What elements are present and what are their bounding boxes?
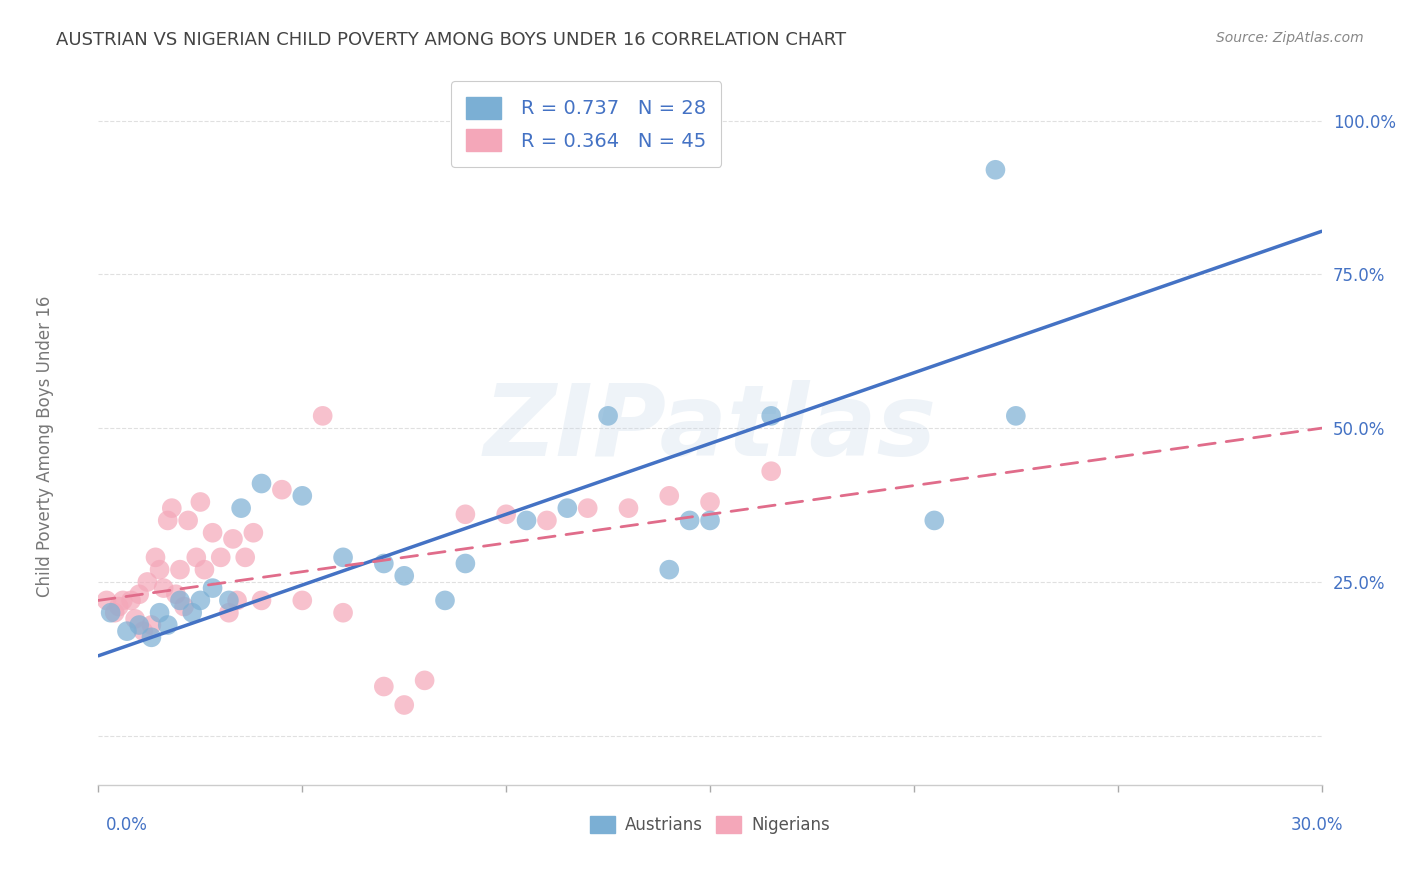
Point — [699, 495, 721, 509]
Point — [433, 593, 456, 607]
Point — [226, 593, 249, 607]
Point — [658, 563, 681, 577]
Point — [291, 489, 314, 503]
Point — [141, 618, 163, 632]
Point — [149, 563, 172, 577]
Point — [312, 409, 335, 423]
Point — [291, 593, 314, 607]
Point — [516, 513, 538, 527]
Text: Child Poverty Among Boys Under 16: Child Poverty Among Boys Under 16 — [37, 295, 53, 597]
Point — [128, 618, 150, 632]
Point — [270, 483, 294, 497]
Point — [596, 409, 619, 423]
Point — [156, 513, 179, 527]
Point — [124, 612, 146, 626]
Point — [141, 630, 163, 644]
Text: 30.0%: 30.0% — [1291, 816, 1343, 834]
Point — [922, 513, 945, 527]
Point — [186, 550, 208, 565]
Point — [218, 593, 240, 607]
Point — [165, 587, 187, 601]
Point — [177, 513, 200, 527]
Point — [173, 599, 195, 614]
Point — [132, 624, 155, 639]
Point — [332, 550, 354, 565]
Point — [984, 162, 1007, 177]
Point — [104, 606, 127, 620]
Point — [617, 501, 640, 516]
Point — [658, 489, 681, 503]
Point — [188, 593, 212, 607]
Point — [120, 593, 142, 607]
Point — [209, 550, 232, 565]
Point — [759, 464, 782, 478]
Point — [332, 606, 354, 620]
Point — [115, 624, 138, 639]
Point — [392, 698, 416, 712]
Point — [149, 606, 172, 620]
Point — [108, 599, 131, 614]
Point — [536, 513, 558, 527]
Point — [136, 574, 159, 589]
Point — [169, 563, 191, 577]
Point — [250, 476, 273, 491]
Legend: Austrians, Nigerians: Austrians, Nigerians — [583, 809, 837, 841]
Point — [373, 557, 395, 571]
Point — [156, 618, 179, 632]
Point — [96, 593, 118, 607]
Point — [231, 501, 253, 516]
Point — [373, 680, 395, 694]
Point — [454, 508, 477, 522]
Point — [152, 581, 174, 595]
Point — [193, 563, 215, 577]
Point — [111, 593, 134, 607]
Point — [413, 673, 436, 688]
Point — [1004, 409, 1026, 423]
Point — [218, 606, 240, 620]
Text: AUSTRIAN VS NIGERIAN CHILD POVERTY AMONG BOYS UNDER 16 CORRELATION CHART: AUSTRIAN VS NIGERIAN CHILD POVERTY AMONG… — [56, 31, 846, 49]
Text: ZIPatlas: ZIPatlas — [484, 380, 936, 476]
Point — [454, 557, 477, 571]
Point — [242, 525, 264, 540]
Point — [759, 409, 782, 423]
Point — [201, 525, 224, 540]
Point — [128, 587, 150, 601]
Point — [188, 495, 212, 509]
Point — [169, 593, 191, 607]
Point — [495, 508, 517, 522]
Point — [392, 569, 416, 583]
Point — [100, 606, 122, 620]
Point — [555, 501, 579, 516]
Point — [222, 532, 245, 546]
Point — [699, 513, 721, 527]
Point — [250, 593, 273, 607]
Point — [576, 501, 599, 516]
Point — [145, 550, 167, 565]
Point — [679, 513, 702, 527]
Point — [181, 606, 204, 620]
Point — [201, 581, 224, 595]
Point — [233, 550, 256, 565]
Text: Source: ZipAtlas.com: Source: ZipAtlas.com — [1216, 31, 1364, 45]
Point — [160, 501, 183, 516]
Text: 0.0%: 0.0% — [105, 816, 148, 834]
